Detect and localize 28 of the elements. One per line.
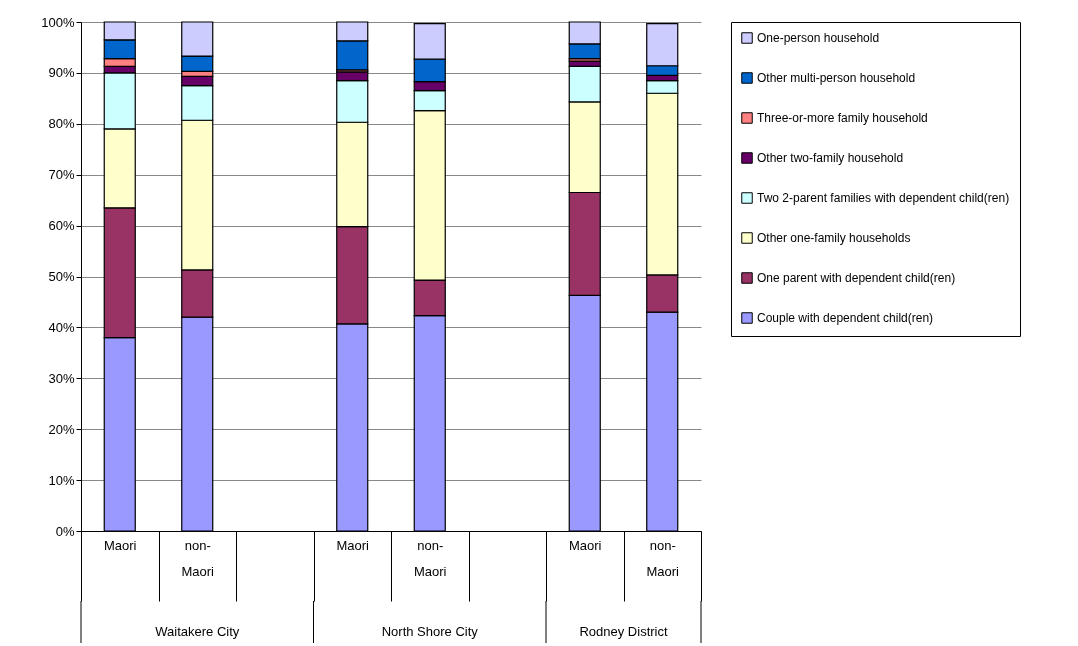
y-tick-label: 40% (48, 319, 75, 335)
y-tick-label: 20% (48, 421, 75, 437)
y-tick-label: 70% (48, 167, 75, 183)
legend-label: Other one-family households (757, 231, 911, 245)
x-tick-label: Maori (336, 537, 370, 553)
y-tick-label: 50% (48, 269, 75, 284)
x-tick-label: non-Maori (181, 537, 215, 579)
y-tick-label: 60% (48, 218, 75, 234)
legend-label: Couple with dependent child(ren) (757, 311, 934, 325)
y-tick-label: 0% (55, 523, 75, 539)
y-tick-label: 90% (48, 65, 75, 81)
x-tick-label: non-Maori (413, 537, 447, 579)
legend-label: Other two-family household (757, 151, 904, 165)
y-tick-label: 80% (48, 116, 75, 132)
x-tick-label: Maori (568, 537, 602, 553)
y-tick-label: 30% (48, 370, 75, 386)
x-tick-label: Maori (103, 537, 137, 553)
text: Waitakere City (155, 624, 240, 639)
x-tick-label: non-Maori (646, 537, 680, 579)
legend-label: Other multi-person household (757, 71, 916, 85)
y-tick-label: 100% (41, 14, 75, 30)
y-tick-label: 10% (48, 472, 75, 488)
legend-label: Two 2-parent families with dependent child(ren) (757, 191, 1010, 205)
legend-label: One parent with dependent child(ren) (757, 271, 956, 285)
text: North Shore City (381, 624, 479, 639)
text: Rodney District (579, 624, 668, 639)
legend-label: One-person household (757, 31, 880, 45)
legend-label: Three-or-more family household (757, 111, 928, 125)
